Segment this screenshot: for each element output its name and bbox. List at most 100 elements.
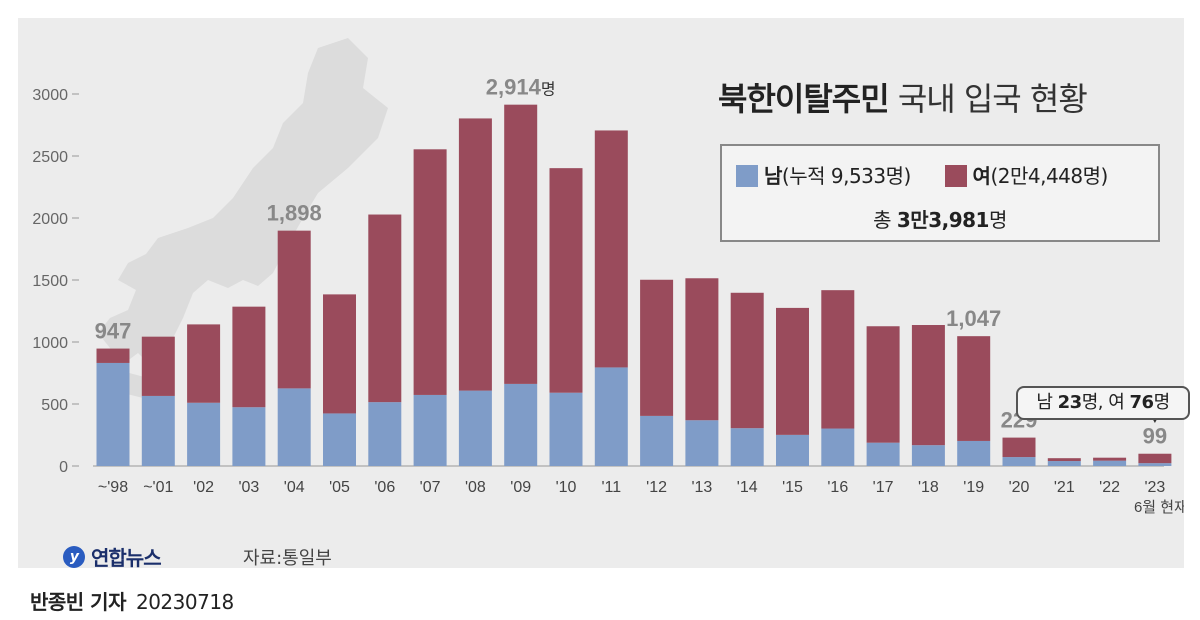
- legend-male-label: 남: [764, 164, 782, 188]
- bar-male: [776, 434, 809, 466]
- callout-female-value: 76: [1129, 392, 1155, 413]
- yonhap-logo: y 연합뉴스: [63, 542, 162, 571]
- x-tick-label: '16: [827, 479, 848, 496]
- callout-female-unit: 명: [1153, 392, 1171, 413]
- bar-male: [1002, 457, 1036, 466]
- y-tick-label: 500: [41, 397, 68, 414]
- bar-male: [685, 420, 719, 466]
- legend-male-swatch: [736, 165, 758, 187]
- legend-female-swatch: [944, 165, 967, 187]
- category-note: 6월 현재: [1134, 499, 1184, 516]
- chart: 0 500 1000 1500 2000 2500 3000 ~'98 ~'01 '02 '03 '…: [32, 38, 1184, 516]
- y-tick-label: 1000: [32, 335, 68, 352]
- reporter-name: 반종빈 기자: [30, 590, 126, 614]
- bar-female: [685, 278, 719, 421]
- x-tick-label: '02: [193, 479, 214, 496]
- bar-female: [821, 290, 855, 429]
- logo-text: 연합뉴스: [91, 546, 162, 570]
- bar-female: [413, 149, 447, 395]
- legend-series-row: 남(누적 9,533명) 여(2만4,448명): [736, 160, 1108, 189]
- legend: 남(누적 9,533명) 여(2만4,448명) 총 3만3,981명: [720, 144, 1160, 242]
- x-tick-label: '05: [329, 479, 350, 496]
- y-tick-label: 1500: [32, 273, 68, 290]
- bar-male: [96, 362, 130, 466]
- callout-male-prefix: 남: [1036, 392, 1058, 413]
- highlight-value-label: 99: [1143, 424, 1167, 449]
- bar-male: [277, 388, 311, 466]
- y-tick-label: 0: [59, 459, 68, 476]
- title-bold: 북한이탈주민: [718, 80, 890, 118]
- highlight-value-label: 1,898: [267, 201, 322, 226]
- bar-female: [866, 326, 900, 443]
- legend-total-value: 3만3,981: [896, 208, 990, 232]
- bar-female: [458, 118, 492, 391]
- y-tick-label: 2000: [32, 211, 68, 228]
- byline: 반종빈 기자 20230718: [30, 586, 234, 615]
- bar-female: [640, 279, 674, 416]
- chart-panel: 0 500 1000 1500 2000 2500 3000 ~'98 ~'01 '02 '03 '…: [18, 18, 1190, 571]
- bar-female: [141, 336, 175, 396]
- bar-female: [1093, 457, 1127, 461]
- x-tick-label: '22: [1099, 479, 1120, 496]
- bar-female: [776, 307, 809, 435]
- x-tick-label: '18: [918, 479, 939, 496]
- x-tick-label: '17: [873, 479, 894, 496]
- bar-male: [232, 407, 266, 466]
- bar-female: [277, 230, 311, 389]
- x-tick-label: ~'01: [143, 479, 173, 496]
- bar-male: [1138, 463, 1172, 466]
- highlight-value-unit: 명: [541, 81, 556, 99]
- bar-male: [640, 415, 674, 466]
- bar-male: [549, 392, 583, 466]
- bar-female: [549, 168, 583, 393]
- x-tick-label: '10: [556, 479, 577, 496]
- x-tick-label: ~'98: [98, 479, 128, 496]
- callout-2023: 남 23명, 여 76명: [1016, 386, 1190, 420]
- legend-male-detail: (누적 9,533명): [781, 164, 911, 188]
- bar-male: [730, 428, 764, 466]
- highlight-value-label: 2,914명: [486, 75, 556, 100]
- bar-male: [187, 402, 221, 466]
- bar-male: [141, 395, 175, 466]
- bar-female: [504, 104, 538, 384]
- yonhap-logo-icon: y: [63, 545, 85, 568]
- bar-male: [1093, 460, 1127, 466]
- bar-female: [1002, 437, 1036, 458]
- bar-male: [368, 402, 402, 466]
- x-tick-label: '19: [963, 479, 984, 496]
- legend-total-suffix: 명: [988, 208, 1007, 232]
- x-tick-label: '13: [691, 479, 712, 496]
- bar-female: [594, 130, 628, 368]
- bar-female: [1138, 453, 1172, 464]
- x-tick-label: '14: [737, 479, 758, 496]
- chart-title: 북한이탈주민 국내 입국 현황: [718, 74, 1088, 120]
- x-tick-label: '07: [420, 479, 441, 496]
- bar-female: [1047, 458, 1081, 462]
- x-tick-label: '21: [1054, 479, 1075, 496]
- x-tick-label: '04: [284, 479, 305, 496]
- bar-female: [911, 325, 945, 446]
- x-tick-label: '03: [238, 479, 259, 496]
- x-tick-label: '12: [646, 479, 667, 496]
- bar-female: [730, 292, 764, 429]
- korea-map-silhouette: [98, 38, 388, 368]
- callout-male-value: 23: [1057, 392, 1083, 413]
- x-tick-label: '06: [374, 479, 395, 496]
- title-light: 국내 입국 현황: [897, 80, 1088, 118]
- highlight-value-label: 947: [95, 319, 132, 344]
- source-note: 자료:통일부: [243, 548, 332, 569]
- bar-female: [232, 306, 266, 408]
- highlight-value-label: 1,047: [946, 306, 1001, 331]
- bar-male: [821, 428, 855, 466]
- x-tick-label: '20: [1009, 479, 1030, 496]
- x-tick-label: '08: [465, 479, 486, 496]
- legend-female-label: 여: [972, 164, 991, 188]
- bar-female: [96, 348, 130, 363]
- bar-male: [323, 413, 356, 466]
- bar-male: [413, 394, 447, 466]
- legend-total-prefix: 총: [873, 208, 897, 232]
- bar-male: [458, 390, 492, 466]
- bar-male: [504, 383, 538, 466]
- callout-male-unit: 명, 여: [1081, 392, 1130, 413]
- bar-male: [957, 440, 991, 466]
